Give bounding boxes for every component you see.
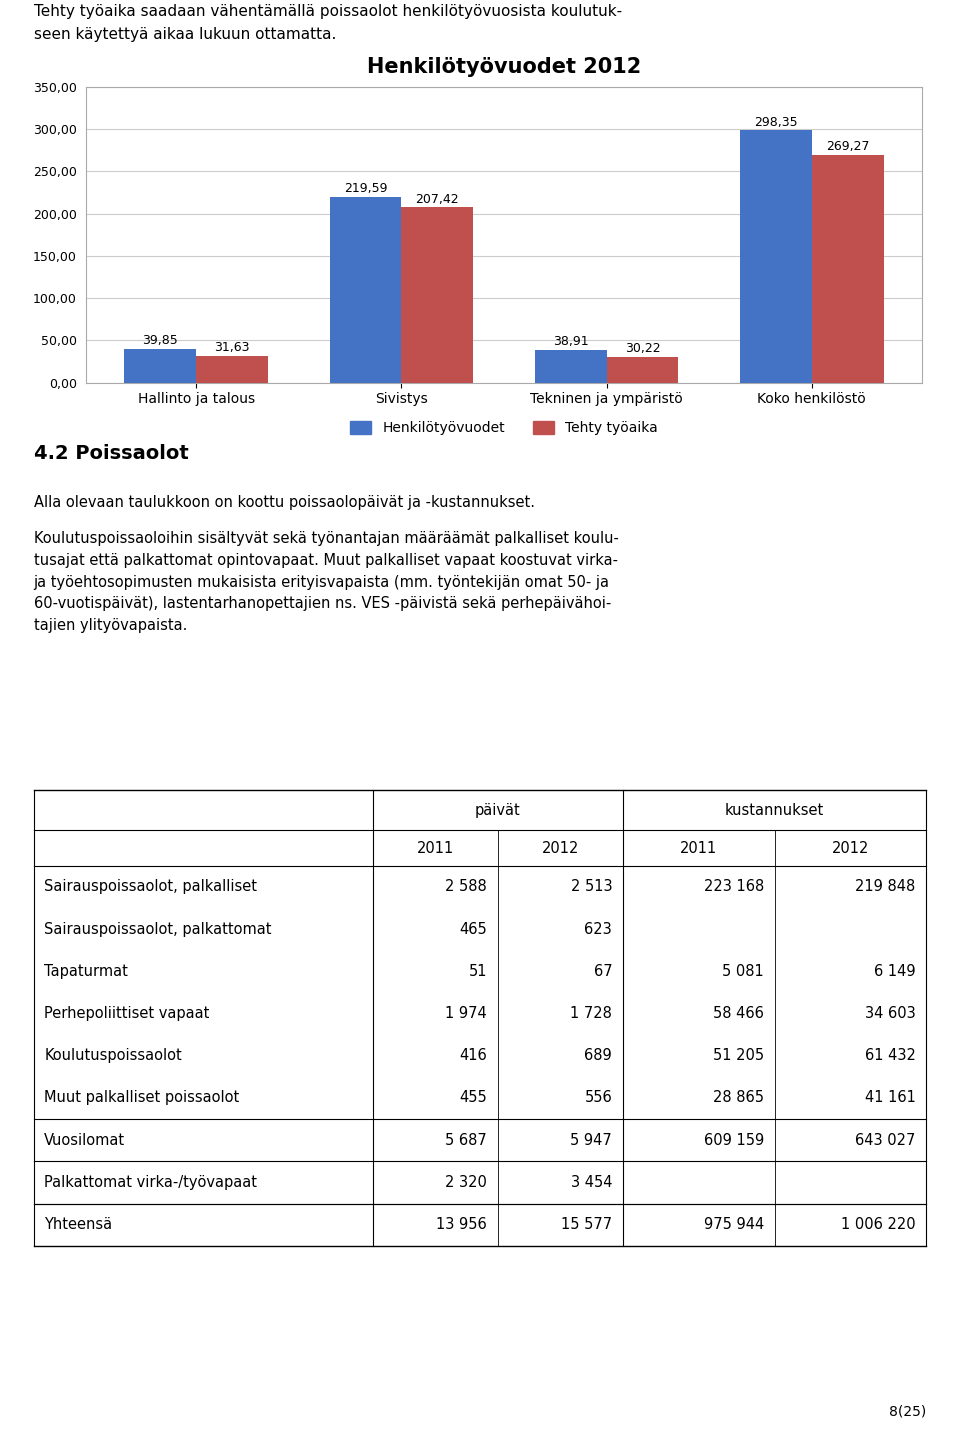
Text: kustannukset: kustannukset	[725, 803, 825, 817]
Text: 30,22: 30,22	[625, 342, 660, 355]
Text: 41 161: 41 161	[865, 1090, 916, 1106]
Text: Perhepoliittiset vapaat: Perhepoliittiset vapaat	[44, 1006, 209, 1021]
Bar	[196, 355, 268, 383]
Text: 207,42: 207,42	[416, 192, 459, 205]
Text: 2 320: 2 320	[445, 1175, 487, 1190]
Text: päivät: päivät	[475, 803, 520, 817]
Text: 465: 465	[460, 921, 487, 937]
Text: 67: 67	[593, 963, 612, 979]
Text: Sairauspoissaolot, palkattomat: Sairauspoissaolot, palkattomat	[44, 921, 272, 937]
Text: 219,59: 219,59	[344, 182, 387, 195]
Bar	[401, 208, 473, 383]
Title: Henkilötyövuodet 2012: Henkilötyövuodet 2012	[367, 56, 641, 77]
Text: 219 848: 219 848	[855, 879, 916, 894]
Text: 2 513: 2 513	[570, 879, 612, 894]
Text: Tehty työaika saadaan vähentämällä poissaolot henkilötyövuosista koulutuk-
seen : Tehty työaika saadaan vähentämällä poiss…	[34, 4, 622, 42]
Text: 38,91: 38,91	[553, 335, 588, 348]
Bar	[812, 155, 883, 383]
Text: 1 728: 1 728	[570, 1006, 612, 1021]
Text: 1 974: 1 974	[445, 1006, 487, 1021]
Text: 34 603: 34 603	[865, 1006, 916, 1021]
Text: 2011: 2011	[680, 840, 717, 856]
Text: 61 432: 61 432	[865, 1048, 916, 1063]
Text: 2012: 2012	[831, 840, 869, 856]
Text: 623: 623	[585, 921, 612, 937]
Bar	[125, 349, 196, 383]
Text: 28 865: 28 865	[713, 1090, 764, 1106]
Text: 5 947: 5 947	[570, 1132, 612, 1148]
Text: Koulutuspoissaoloihin sisältyvät sekä työnantajan määräämät palkalliset koulu-
t: Koulutuspoissaoloihin sisältyvät sekä ty…	[34, 531, 618, 632]
Text: 2 588: 2 588	[445, 879, 487, 894]
Text: Sairauspoissaolot, palkalliset: Sairauspoissaolot, palkalliset	[44, 879, 257, 894]
Text: Tapaturmat: Tapaturmat	[44, 963, 129, 979]
Text: 975 944: 975 944	[704, 1217, 764, 1232]
Text: 556: 556	[585, 1090, 612, 1106]
Text: 643 027: 643 027	[855, 1132, 916, 1148]
Text: Palkattomat virka-/työvapaat: Palkattomat virka-/työvapaat	[44, 1175, 257, 1190]
Text: 5 081: 5 081	[722, 963, 764, 979]
Text: 455: 455	[460, 1090, 487, 1106]
Text: 39,85: 39,85	[142, 334, 179, 347]
Text: 223 168: 223 168	[704, 879, 764, 894]
Text: 416: 416	[460, 1048, 487, 1063]
Text: Yhteensä: Yhteensä	[44, 1217, 112, 1232]
Text: 4.2 Poissaolot: 4.2 Poissaolot	[34, 443, 188, 464]
Bar	[740, 130, 812, 383]
Text: 51 205: 51 205	[712, 1048, 764, 1063]
Text: 8(25): 8(25)	[889, 1405, 926, 1418]
Text: 609 159: 609 159	[704, 1132, 764, 1148]
Text: 6 149: 6 149	[874, 963, 916, 979]
Text: 51: 51	[468, 963, 487, 979]
Text: 269,27: 269,27	[826, 140, 870, 153]
Bar	[607, 357, 679, 383]
Text: 13 956: 13 956	[437, 1217, 487, 1232]
Text: Koulutuspoissaolot: Koulutuspoissaolot	[44, 1048, 182, 1063]
Text: Alla olevaan taulukkoon on koottu poissaolopäivät ja -kustannukset.: Alla olevaan taulukkoon on koottu poissa…	[34, 495, 535, 510]
Bar	[535, 349, 607, 383]
Text: 31,63: 31,63	[214, 341, 250, 354]
Text: 689: 689	[585, 1048, 612, 1063]
Text: 5 687: 5 687	[445, 1132, 487, 1148]
Text: Muut palkalliset poissaolot: Muut palkalliset poissaolot	[44, 1090, 240, 1106]
Text: 1 006 220: 1 006 220	[841, 1217, 916, 1232]
Text: 3 454: 3 454	[570, 1175, 612, 1190]
Text: 58 466: 58 466	[713, 1006, 764, 1021]
Bar	[329, 196, 401, 383]
Legend: Henkilötyövuodet, Tehty työaika: Henkilötyövuodet, Tehty työaika	[345, 416, 663, 440]
Text: 298,35: 298,35	[755, 116, 798, 129]
Text: 2012: 2012	[541, 840, 579, 856]
Text: 2011: 2011	[417, 840, 454, 856]
Text: 15 577: 15 577	[561, 1217, 612, 1232]
Text: Vuosilomat: Vuosilomat	[44, 1132, 126, 1148]
